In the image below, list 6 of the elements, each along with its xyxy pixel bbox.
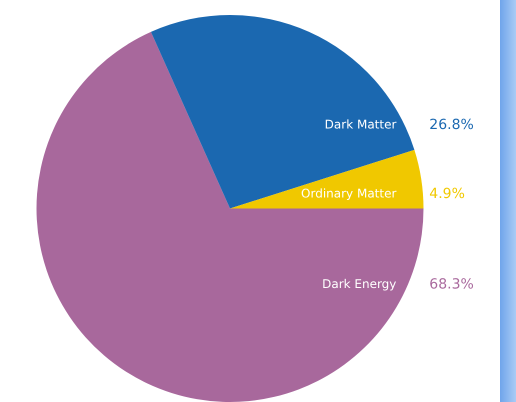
slice-label: Dark Energy	[322, 276, 396, 291]
data-label: 4.9%	[429, 186, 465, 202]
slice-label: Ordinary Matter	[301, 186, 396, 201]
data-label: 68.3%	[429, 276, 474, 292]
slice-label: Dark Matter	[324, 118, 396, 132]
data-label: 26.8%	[429, 117, 474, 134]
